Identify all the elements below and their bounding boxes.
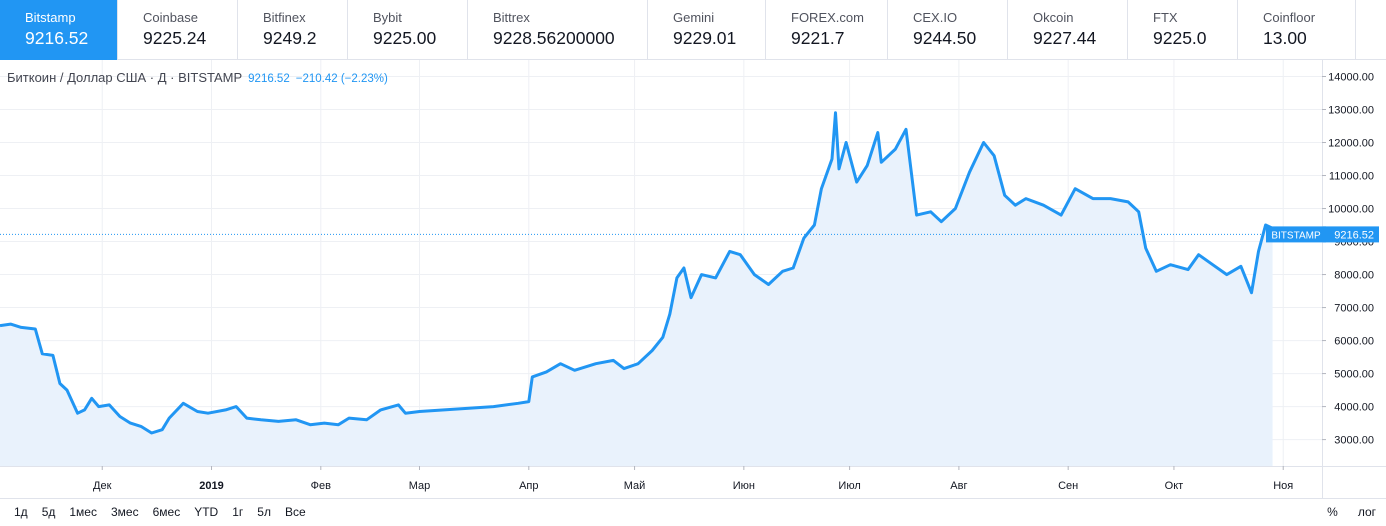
exchange-price: 9225.0: [1153, 28, 1207, 48]
exchange-tab-forex-com[interactable]: FOREX.com 9221.7: [766, 0, 888, 60]
range-buttons: 1д 5д 1мес 3мес 6мес YTD 1г 5л Все: [14, 505, 320, 519]
exchange-tab-coinfloor[interactable]: Coinfloor 13.00: [1238, 0, 1356, 60]
exchange-name: CEX.IO: [913, 10, 958, 25]
exchange-tab-bitstamp[interactable]: Bitstamp 9216.52: [0, 0, 118, 60]
range-button[interactable]: 5л: [257, 505, 271, 519]
x-tick-label: Май: [624, 480, 646, 492]
price-label-box: [1323, 226, 1379, 243]
exchange-name: Bittrex: [493, 10, 530, 25]
exchange-tab-gemini[interactable]: Gemini 9229.01: [648, 0, 766, 60]
y-tick-label: 14000.00: [1328, 72, 1374, 84]
exchange-price: 9229.01: [673, 28, 737, 48]
exchange-price: 9227.44: [1033, 28, 1097, 48]
range-button[interactable]: Все: [284, 505, 306, 519]
exchange-name: Bybit: [373, 10, 402, 25]
y-tick-label: 13000.00: [1328, 105, 1374, 117]
y-tick-label: 12000.00: [1328, 138, 1374, 150]
bottom-toolbar: 1д 5д 1мес 3мес 6мес YTD 1г 5л Все % лог: [0, 498, 1386, 526]
scale-buttons: % лог: [1327, 505, 1376, 519]
price-label-text: 9216.52: [1334, 229, 1374, 241]
y-tick-label: 8000.00: [1334, 270, 1374, 282]
x-tick-label: Дек: [93, 480, 112, 492]
exchange-price: 9221.7: [791, 28, 845, 48]
exchange-name: Okcoin: [1033, 10, 1074, 25]
y-tick-label: 7000.00: [1334, 303, 1374, 315]
exchange-price: 9225.24: [143, 28, 207, 48]
exchange-name: Coinfloor: [1263, 10, 1316, 25]
exchange-tab-bitfinex[interactable]: Bitfinex 9249.2: [238, 0, 348, 60]
x-tick-label: Авг: [950, 480, 967, 492]
exchange-tab-coinbase[interactable]: Coinbase 9225.24: [118, 0, 238, 60]
exchange-name: FTX: [1153, 10, 1178, 25]
exchange-price: 9228.56200000: [493, 28, 615, 48]
log-scale-button[interactable]: лог: [1357, 505, 1376, 519]
price-series-line: [0, 111, 1274, 435]
price-change-label: −210.42 (−2.23%): [295, 73, 388, 85]
y-tick-label: 11000.00: [1329, 171, 1374, 183]
range-button[interactable]: 1мес: [69, 505, 97, 519]
y-tick-label: 5000.00: [1334, 369, 1374, 381]
exchange-price: 9216.52: [25, 28, 89, 48]
exchange-tab-cex-io[interactable]: CEX.IO 9244.50: [888, 0, 1008, 60]
exchange-price: 9249.2: [263, 28, 317, 48]
price-chart[interactable]: 14000.00 13000.00 12000.00 11000.00 10000.00…: [0, 60, 1386, 498]
exchange-price: 13.00: [1263, 28, 1307, 48]
chart-legend: Биткоин / Доллар США · Д · BITSTAMP 9216…: [7, 70, 388, 85]
exchange-name: FOREX.com: [791, 10, 864, 25]
exchange-name: Bitstamp: [25, 10, 76, 25]
exchange-tab-bybit[interactable]: Bybit 9225.00: [348, 0, 468, 60]
exchange-tabs: Bitstamp 9216.52 Coinbase 9225.24 Bitfinex 92…: [0, 0, 1386, 60]
x-tick-label: Апр: [519, 480, 538, 492]
y-tick-label: 10000.00: [1328, 204, 1374, 216]
y-tick-label: 3000.00: [1334, 435, 1374, 447]
symbol-label: Биткоин / Доллар США · Д · BITSTAMP: [7, 70, 243, 85]
percent-scale-button[interactable]: %: [1327, 505, 1338, 519]
y-tick-label: 6000.00: [1334, 336, 1374, 348]
range-button[interactable]: 1д: [14, 505, 28, 519]
range-button[interactable]: 5д: [41, 505, 56, 519]
range-button[interactable]: 6мес: [152, 505, 181, 519]
exchange-name: Bitfinex: [263, 10, 306, 25]
range-button[interactable]: YTD: [194, 505, 219, 519]
x-tick-label: Мар: [409, 480, 431, 492]
chart-axes: 14000.00 13000.00 12000.00 11000.00 10000.00…: [0, 60, 1386, 498]
exchange-price: 9225.00: [373, 28, 437, 48]
exchange-price: 9244.50: [913, 28, 977, 48]
range-button[interactable]: 1г: [232, 505, 244, 519]
x-tick-label: 2019: [199, 480, 223, 492]
exchange-name: Gemini: [673, 10, 715, 25]
price-area-fill: [0, 112, 1273, 467]
exchange-tab-ftx[interactable]: FTX 9225.0: [1128, 0, 1238, 60]
x-tick-label: Фев: [311, 480, 331, 492]
exchange-name: Coinbase: [143, 10, 198, 25]
chart-area: [0, 111, 1322, 467]
exchange-label-text: BITSTAMP: [1271, 230, 1321, 241]
exchange-tab-bittrex[interactable]: Bittrex 9228.56200000: [468, 0, 648, 60]
x-tick-label: Окт: [1165, 480, 1184, 492]
range-button[interactable]: 3мес: [110, 505, 139, 519]
x-tick-label: Июл: [838, 480, 860, 492]
x-tick-label: Сен: [1058, 480, 1078, 492]
x-tick-label: Июн: [733, 480, 755, 492]
exchange-tab-okcoin[interactable]: Okcoin 9227.44: [1008, 0, 1128, 60]
y-tick-label: 4000.00: [1334, 402, 1374, 414]
x-tick-label: Ноя: [1273, 480, 1293, 492]
price-axis-label: BITSTAMP 9216.52: [1266, 226, 1379, 243]
exchange-label-box: [1266, 226, 1326, 243]
last-price-label: 9216.52: [248, 73, 290, 85]
